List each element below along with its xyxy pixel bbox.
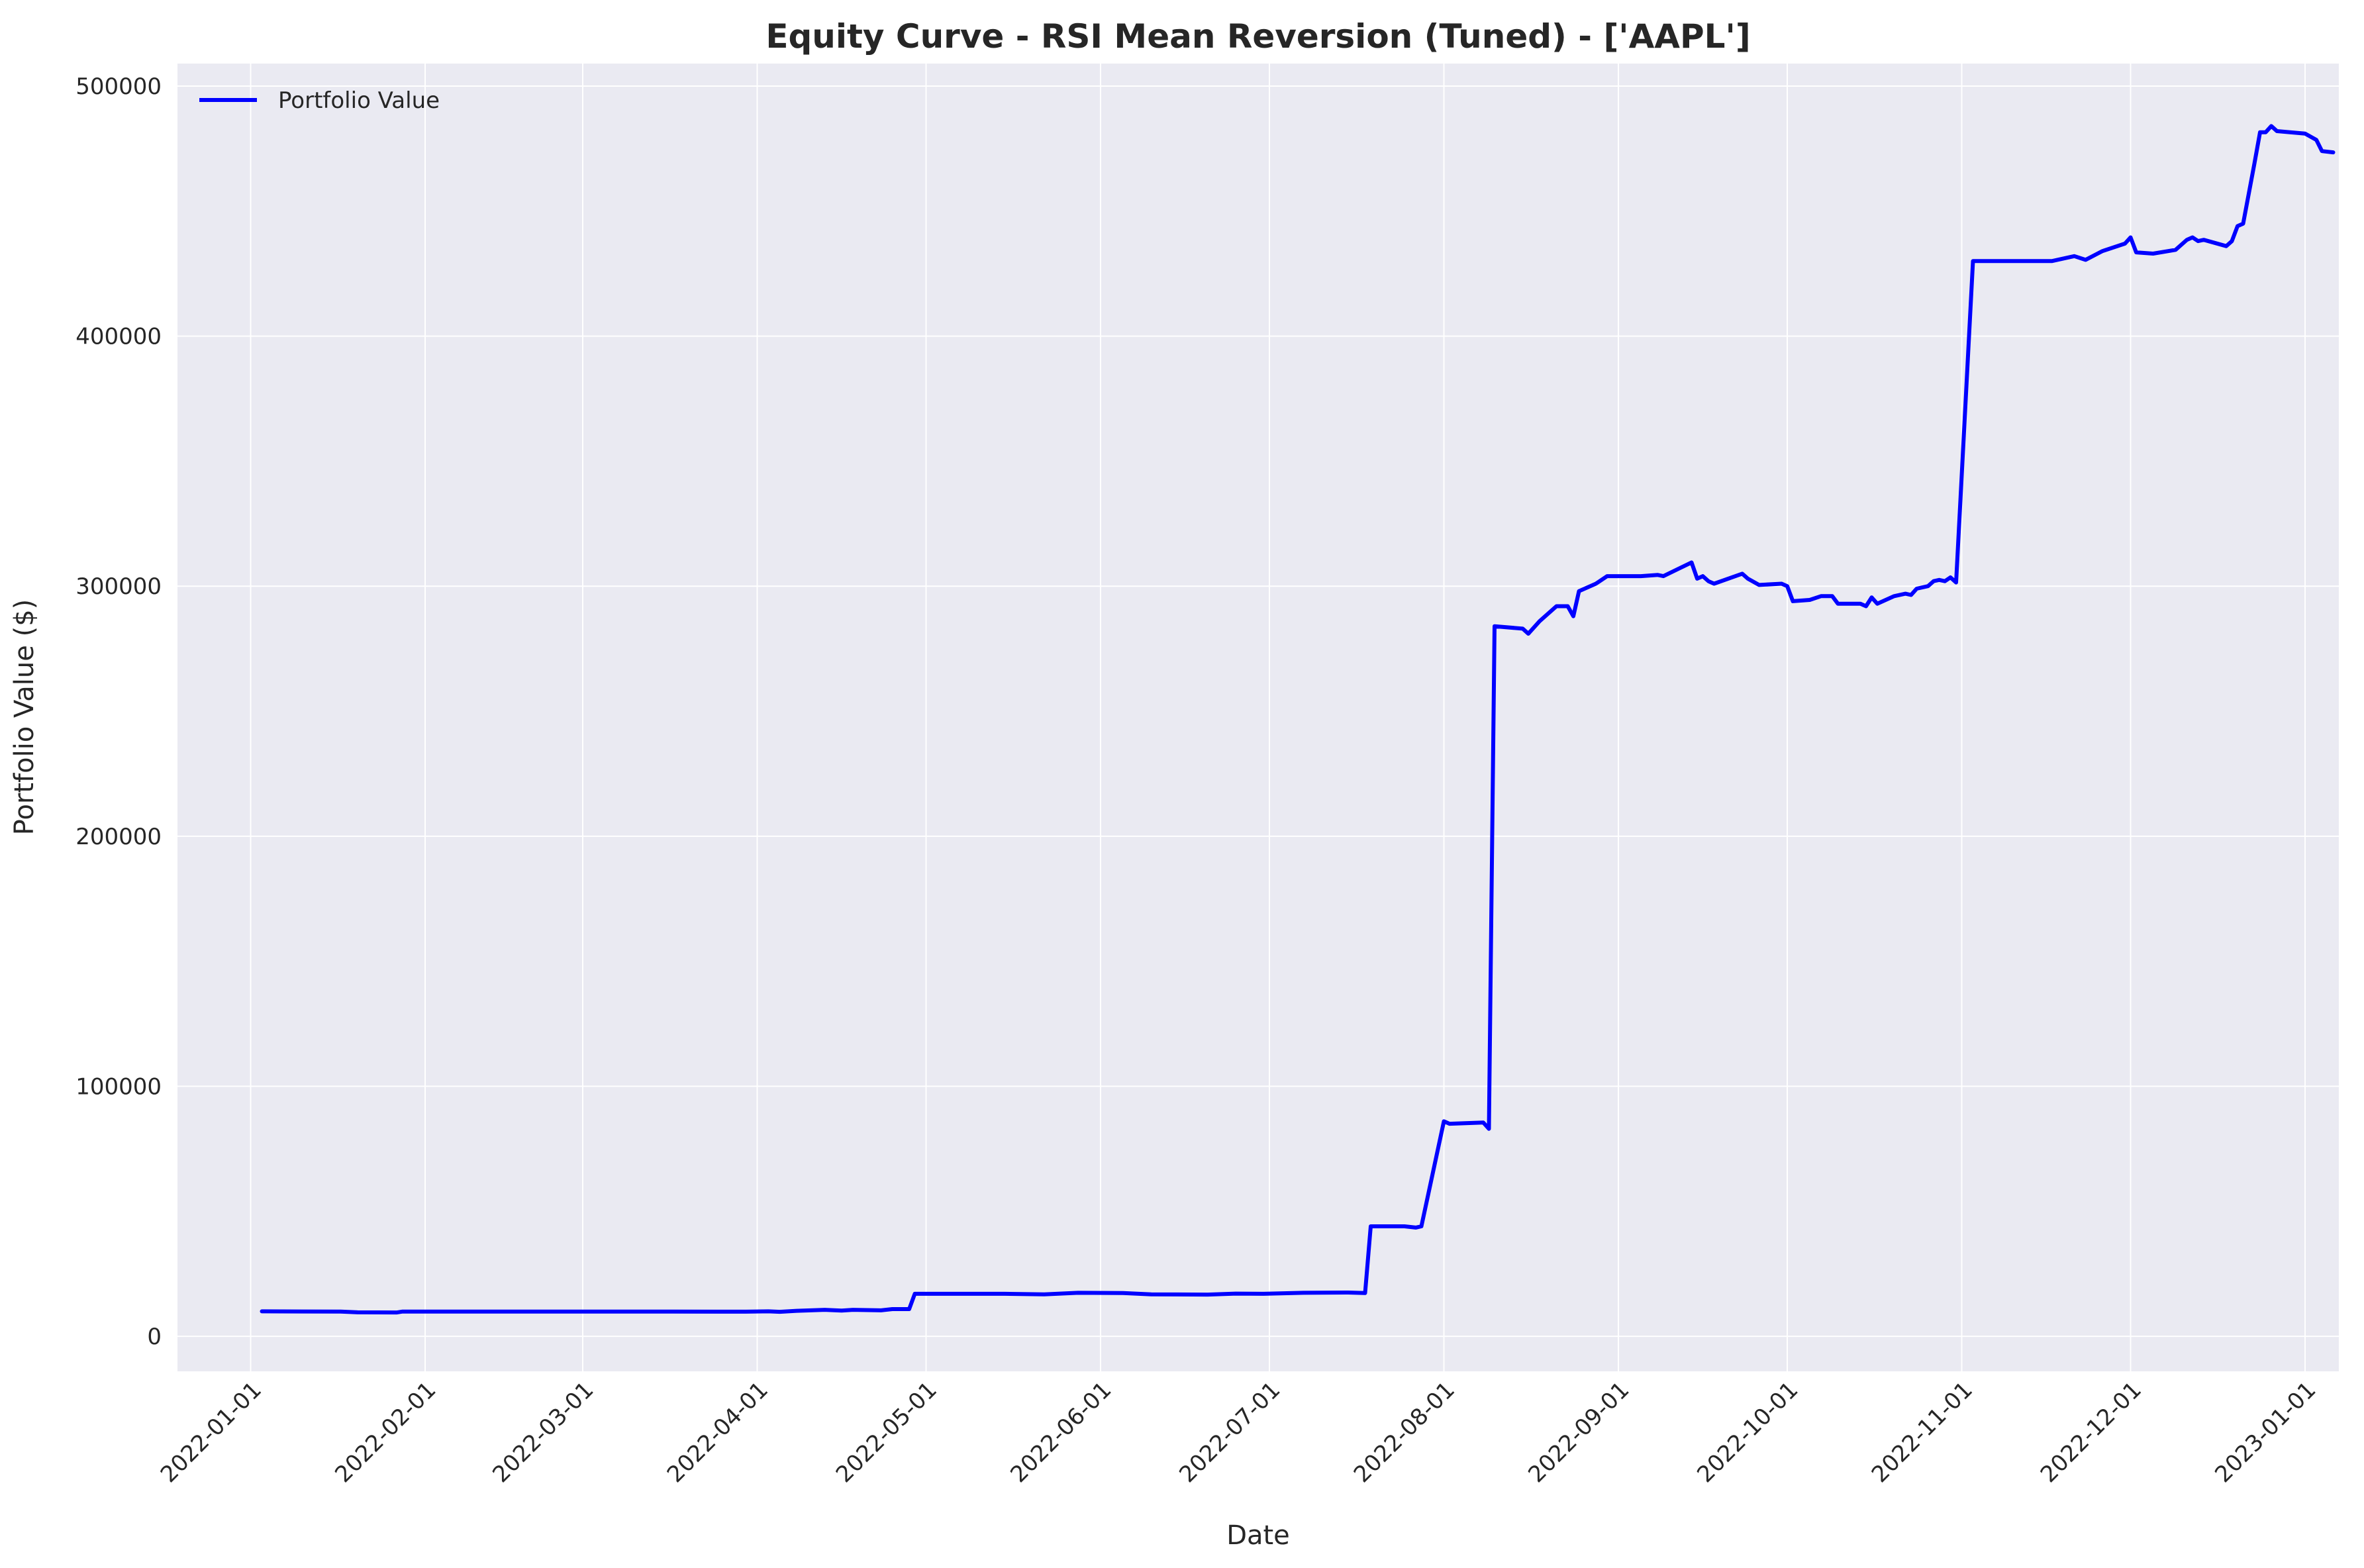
y-tick-label: 0 — [147, 1324, 162, 1350]
legend-label: Portfolio Value — [278, 87, 440, 114]
portfolio-value-line — [260, 124, 2336, 1315]
series-layer — [260, 124, 2336, 1315]
legend: Portfolio Value — [199, 87, 440, 114]
grid — [177, 64, 2339, 1371]
y-tick-label: 100000 — [75, 1074, 162, 1101]
y-axis-label: Portfolio Value ($) — [9, 599, 40, 835]
y-tick-label: 300000 — [75, 573, 162, 600]
x-axis-label: Date — [1226, 1520, 1290, 1551]
y-tick-label: 500000 — [75, 74, 162, 100]
y-tick-label: 200000 — [75, 824, 162, 850]
plot-area — [177, 64, 2339, 1371]
chart-title: Equity Curve - RSI Mean Reversion (Tuned… — [765, 17, 1750, 56]
y-tick-label: 400000 — [75, 324, 162, 350]
y-axis-ticks: 0 100000 200000 300000 400000 500000 — [75, 74, 162, 1350]
